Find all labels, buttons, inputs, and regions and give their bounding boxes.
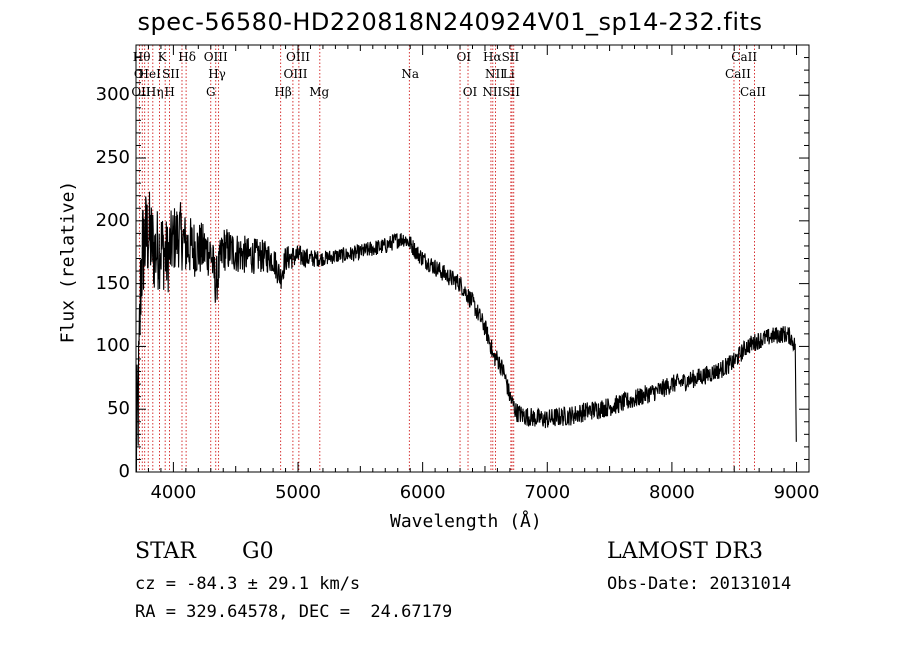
spectral-line-label: G — [206, 85, 216, 99]
x-tick-label: 4000 — [150, 482, 197, 503]
x-tick-label: 8000 — [649, 482, 695, 503]
y-tick-label: 300 — [95, 84, 130, 106]
object-type: STAR — [135, 539, 196, 564]
y-axis-label: Flux (relative) — [57, 180, 79, 344]
spectral-line-label: Hβ — [274, 85, 291, 99]
spectral-line-label: CaII — [725, 67, 751, 81]
x-tick-label: 5000 — [275, 482, 321, 503]
axis-ticks — [135, 44, 810, 473]
spectral-line-label: OIII — [204, 50, 228, 64]
spectral-line-label: Mg — [309, 85, 329, 99]
spectral-line-label: OIII — [286, 50, 310, 64]
spectral-line-label: Hη — [146, 85, 164, 99]
x-tick-label: 7000 — [524, 482, 571, 503]
spectral-line-label: Hδ — [178, 50, 196, 64]
spectral-line-label: SII — [162, 67, 180, 81]
obs-date: Obs-Date: 20131014 — [607, 574, 792, 594]
survey-name: LAMOST DR3 — [607, 539, 763, 564]
spectral-line-label: NIISII — [482, 85, 520, 99]
y-tick-label: 0 — [118, 461, 130, 482]
x-axis-label: Wavelength (Å) — [390, 511, 542, 532]
y-tick-label: 50 — [107, 398, 130, 420]
spectral-line-label: CaII — [740, 85, 766, 99]
y-tick-label: 150 — [95, 272, 130, 294]
y-tick-label: 250 — [95, 147, 130, 169]
y-tick-label: 200 — [95, 209, 130, 231]
spectral-line-label: HeI — [139, 67, 162, 81]
coordinates: RA = 329.64578, DEC = 24.67179 — [135, 602, 453, 622]
series-layer — [135, 191, 797, 473]
spectral-line-label: NII — [485, 67, 505, 81]
spectral-line-label: HαSII — [483, 50, 520, 64]
y-tick-label: 100 — [95, 335, 130, 357]
spectral-line-label: CaII — [731, 50, 757, 64]
spectral-line-label: H — [164, 85, 174, 99]
spectral-line-label: Li — [503, 67, 515, 81]
spectral-line-label: OI — [456, 50, 471, 64]
spectrum-line — [135, 191, 797, 473]
spectral-line-label: Hγ — [208, 67, 226, 81]
spectral-line-label: O — [134, 67, 144, 81]
spectral-line-label: OII — [131, 85, 151, 99]
spectral-line-label: OI — [463, 85, 478, 99]
spectral-line-label: OIII — [283, 67, 307, 81]
spectral-line-label: Na — [401, 67, 419, 81]
chart-title: spec-56580-HD220818N240924V01_sp14-232.f… — [137, 8, 763, 36]
spectral-line-label: Hθ — [133, 50, 151, 64]
spectral-line-label: K — [158, 50, 168, 64]
subclass: G0 — [242, 539, 274, 564]
x-tick-label: 9000 — [773, 482, 820, 503]
x-tick-label: 6000 — [399, 482, 446, 503]
redshift-value: cz = -84.3 ± 29.1 km/s — [135, 574, 361, 594]
